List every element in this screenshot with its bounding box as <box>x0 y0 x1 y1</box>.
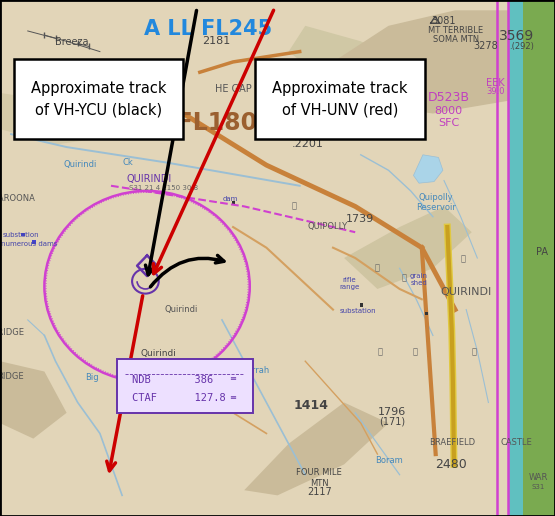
Text: ⛏: ⛏ <box>472 347 477 357</box>
Text: Quipolly
Reservoir: Quipolly Reservoir <box>416 192 456 212</box>
Text: QUIRINDI: QUIRINDI <box>126 173 171 184</box>
Text: RIDGE: RIDGE <box>0 372 23 381</box>
Polygon shape <box>244 402 388 495</box>
Bar <box>523 0 555 516</box>
Text: D523B: D523B <box>427 90 470 104</box>
Text: BRAEFIELD: BRAEFIELD <box>429 438 476 447</box>
Polygon shape <box>344 206 472 289</box>
Text: S31: S31 <box>532 484 545 490</box>
Text: Approximate track
of VH-UNV (red): Approximate track of VH-UNV (red) <box>272 82 408 117</box>
Text: ⛏: ⛏ <box>375 264 380 273</box>
Text: ⛏: ⛏ <box>401 273 407 282</box>
FancyBboxPatch shape <box>255 59 425 139</box>
Text: QUIRINDI: QUIRINDI <box>441 286 492 297</box>
Text: EEK: EEK <box>486 77 504 88</box>
Polygon shape <box>289 26 400 93</box>
Text: Boram: Boram <box>375 456 402 465</box>
FancyArrowPatch shape <box>150 255 224 287</box>
Text: rifle
range: rifle range <box>340 277 360 291</box>
Text: 1739: 1739 <box>346 214 374 224</box>
Text: range: range <box>287 100 307 106</box>
Text: 2480: 2480 <box>435 458 467 471</box>
Text: Warrah: Warrah <box>240 366 270 375</box>
Text: Quirindi: Quirindi <box>140 349 176 358</box>
Polygon shape <box>413 155 443 183</box>
Text: 3278: 3278 <box>473 41 498 52</box>
Text: ⛏: ⛏ <box>412 347 418 357</box>
Bar <box>232 201 235 204</box>
Bar <box>360 303 363 307</box>
Polygon shape <box>0 361 67 439</box>
Text: Quirindi: Quirindi <box>164 305 198 314</box>
Bar <box>21 233 25 236</box>
Text: WAR: WAR <box>529 473 548 482</box>
Text: SFC: SFC <box>438 118 459 128</box>
Text: 2117: 2117 <box>307 487 331 497</box>
Text: numerous dams: numerous dams <box>1 240 57 247</box>
Text: Ck: Ck <box>122 157 133 167</box>
Text: A LL FL245: A LL FL245 <box>144 19 273 39</box>
Text: CASTLE: CASTLE <box>500 438 532 447</box>
Text: 1796: 1796 <box>378 407 406 417</box>
Text: SOMA MTN: SOMA MTN <box>433 35 480 44</box>
Text: grain
shed: grain shed <box>410 273 428 286</box>
Text: MT TERRIBLE: MT TERRIBLE <box>427 26 483 36</box>
Text: FOUR MILE
MTN: FOUR MILE MTN <box>296 468 342 488</box>
Text: PA: PA <box>536 247 548 257</box>
Text: .2201: .2201 <box>292 139 324 150</box>
Text: .(292): .(292) <box>509 42 534 51</box>
Text: QUIPOLLY: QUIPOLLY <box>307 221 347 231</box>
Text: ⛏: ⛏ <box>461 254 466 264</box>
Bar <box>32 240 36 244</box>
Text: E LL FL180: E LL FL180 <box>114 111 258 135</box>
Text: ⛏: ⛏ <box>291 201 297 210</box>
Polygon shape <box>333 10 555 114</box>
Text: substation: substation <box>340 308 376 314</box>
Text: substation: substation <box>3 232 39 238</box>
Text: HE GAP: HE GAP <box>215 84 251 94</box>
Text: ≡: ≡ <box>230 374 236 383</box>
Text: dam: dam <box>223 196 238 202</box>
Text: S31 21 4 E150 30.8: S31 21 4 E150 30.8 <box>129 185 198 191</box>
Bar <box>509 0 523 516</box>
FancyBboxPatch shape <box>14 59 183 139</box>
Text: 8000: 8000 <box>435 106 462 116</box>
Text: Approximate track
of VH-YCU (black): Approximate track of VH-YCU (black) <box>31 82 166 117</box>
Text: 1414: 1414 <box>293 398 329 412</box>
Text: 3569: 3569 <box>498 29 534 43</box>
Text: 39.0: 39.0 <box>486 87 504 96</box>
Text: IE RIDGE: IE RIDGE <box>0 328 24 337</box>
Text: NDB       386: NDB 386 <box>132 375 213 385</box>
Text: ⛏: ⛏ <box>377 347 383 357</box>
Text: CAROONA: CAROONA <box>0 194 36 203</box>
Text: Quirindi: Quirindi <box>64 159 97 169</box>
Text: 3081: 3081 <box>432 15 456 26</box>
Text: Big: Big <box>85 373 98 382</box>
Text: ≡: ≡ <box>230 394 236 402</box>
Text: (171): (171) <box>379 416 405 427</box>
Polygon shape <box>0 93 166 144</box>
Text: CTAF      127.8: CTAF 127.8 <box>132 393 225 403</box>
Text: Breeza: Breeza <box>56 37 89 47</box>
Text: 2181: 2181 <box>203 36 230 46</box>
Bar <box>425 312 428 315</box>
FancyBboxPatch shape <box>117 359 253 413</box>
